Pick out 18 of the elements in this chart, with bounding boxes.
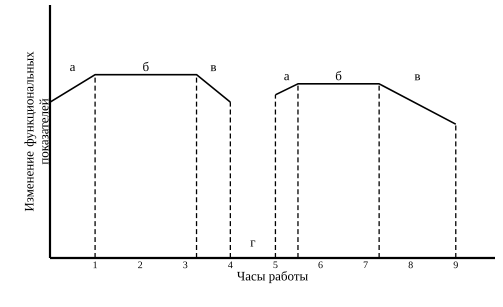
x-tick-label: 5 xyxy=(274,262,278,268)
annotation: б xyxy=(336,70,342,80)
y-axis-title: Изменение функциональных показателей xyxy=(24,52,48,212)
x-tick-label: 9 xyxy=(454,262,458,268)
x-tick-label: 6 xyxy=(318,262,323,268)
text: а xyxy=(70,64,76,72)
x-axis-title: Часы работы xyxy=(236,271,308,284)
x-tick-label: 7 xyxy=(364,262,368,268)
x-tick-label: 3 xyxy=(183,262,188,268)
x-tick-label: 8 xyxy=(408,262,413,268)
x-tick-label: 2 xyxy=(138,262,142,268)
text: в xyxy=(210,65,216,72)
annotation: г xyxy=(250,240,256,246)
annotation: а xyxy=(284,74,290,80)
text: б xyxy=(143,62,149,72)
x-tick-label: 1 xyxy=(93,262,97,268)
x-tick-label: 4 xyxy=(228,262,233,268)
annotation: в xyxy=(414,74,420,80)
